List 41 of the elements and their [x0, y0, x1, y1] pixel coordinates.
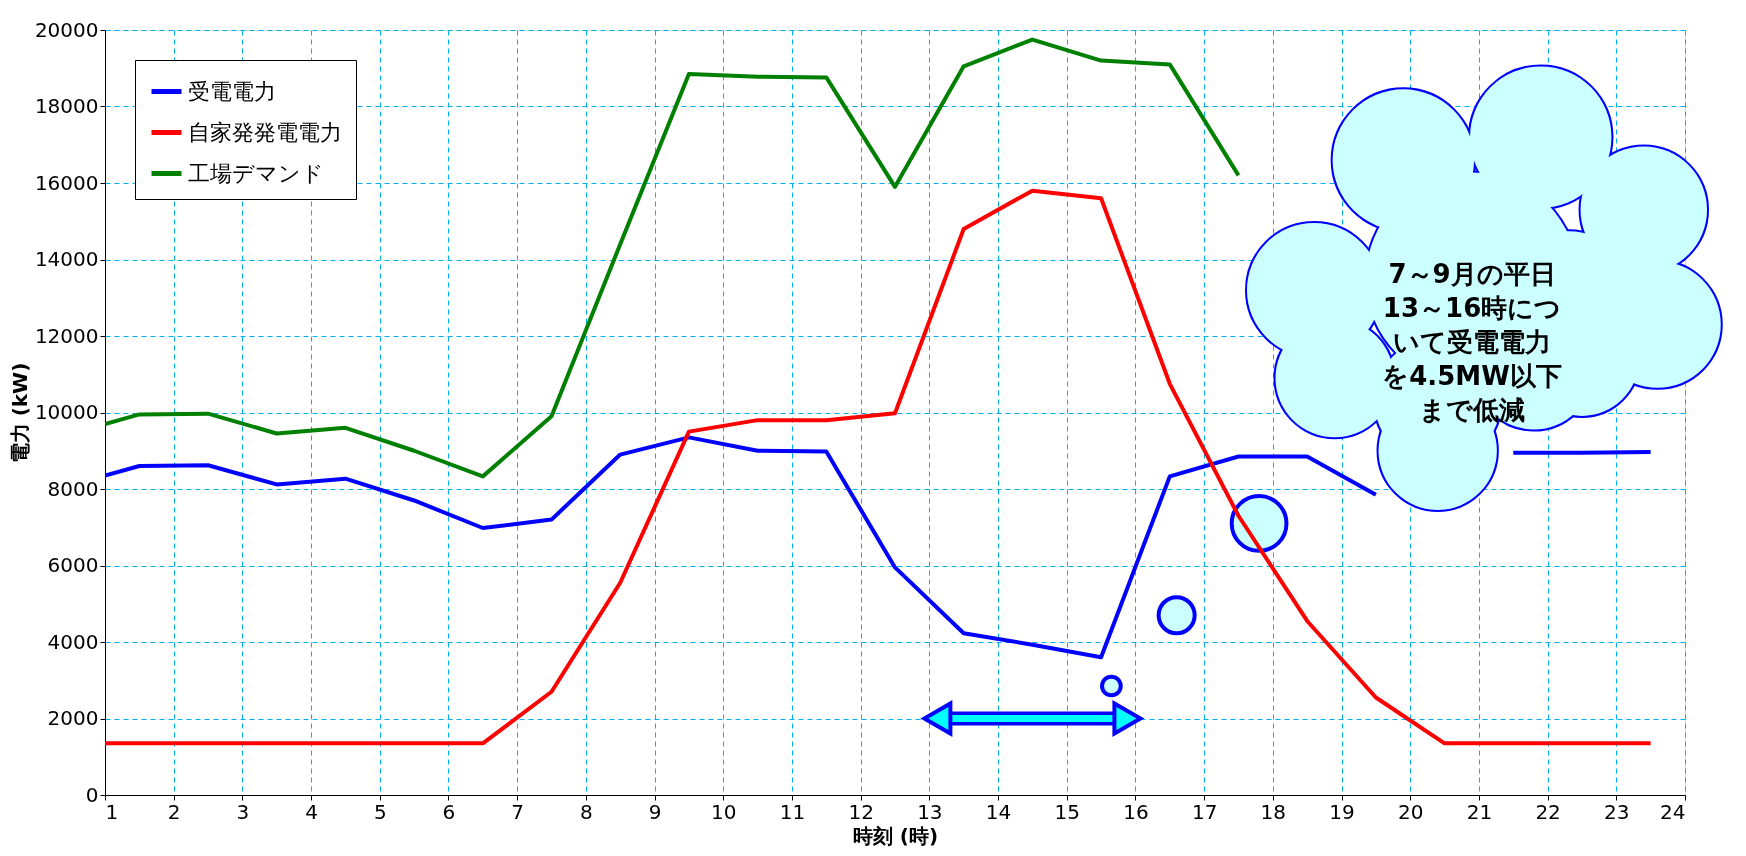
x-tick-label: 24	[1660, 799, 1686, 824]
x-tick-label: 19	[1329, 799, 1355, 824]
x-tick-label: 12	[848, 799, 874, 824]
x-tick-label: 23	[1604, 799, 1630, 824]
x-tick-label: 22	[1535, 799, 1561, 824]
x-tick-label: 15	[1054, 799, 1080, 824]
x-tick-label: 1	[105, 799, 119, 824]
x-tick-label: 3	[236, 799, 250, 824]
y-tick-label: 12000	[34, 323, 99, 348]
y-axis-title: 電力 (kW)	[7, 362, 32, 464]
x-tick-label: 7	[511, 799, 525, 824]
y-tick-label: 2000	[47, 706, 99, 730]
x-tick-label: 4	[305, 799, 318, 824]
y-tick-label: 8000	[47, 476, 99, 501]
x-tick-label: 9	[648, 799, 662, 824]
y-tick-label: 18000	[34, 94, 99, 118]
x-tick-label: 21	[1466, 799, 1493, 824]
legend-label: 工場デマンド	[188, 160, 324, 186]
x-tick-label: 20	[1397, 799, 1424, 824]
x-tick-label: 14	[985, 799, 1012, 824]
y-tick-label: 0	[85, 782, 99, 807]
y-tick-label: 16000	[34, 170, 99, 195]
x-tick-label: 16	[1123, 799, 1149, 824]
x-tick-label: 6	[442, 799, 456, 824]
x-tick-label: 11	[779, 799, 806, 824]
x-tick-label: 13	[917, 799, 943, 824]
x-tick-label: 8	[580, 799, 593, 824]
x-tick-label: 10	[711, 799, 737, 824]
x-tick-label: 5	[373, 799, 387, 824]
x-tick-label: 2	[167, 799, 181, 824]
y-tick-label: 4000	[47, 629, 99, 654]
x-tick-label: 17	[1191, 799, 1218, 824]
line-series	[105, 37, 1241, 479]
x-axis-title: 時刻 (時)	[852, 823, 939, 848]
legend-label: 自家発発電電力	[188, 119, 342, 145]
x-tick-label: 18	[1260, 799, 1287, 824]
y-tick-label: 20000	[34, 17, 99, 42]
legend-label: 受電電力	[188, 78, 276, 104]
y-tick-label: 10000	[34, 400, 99, 424]
y-tick-label: 14000	[34, 247, 99, 271]
y-tick-label: 6000	[47, 553, 99, 577]
